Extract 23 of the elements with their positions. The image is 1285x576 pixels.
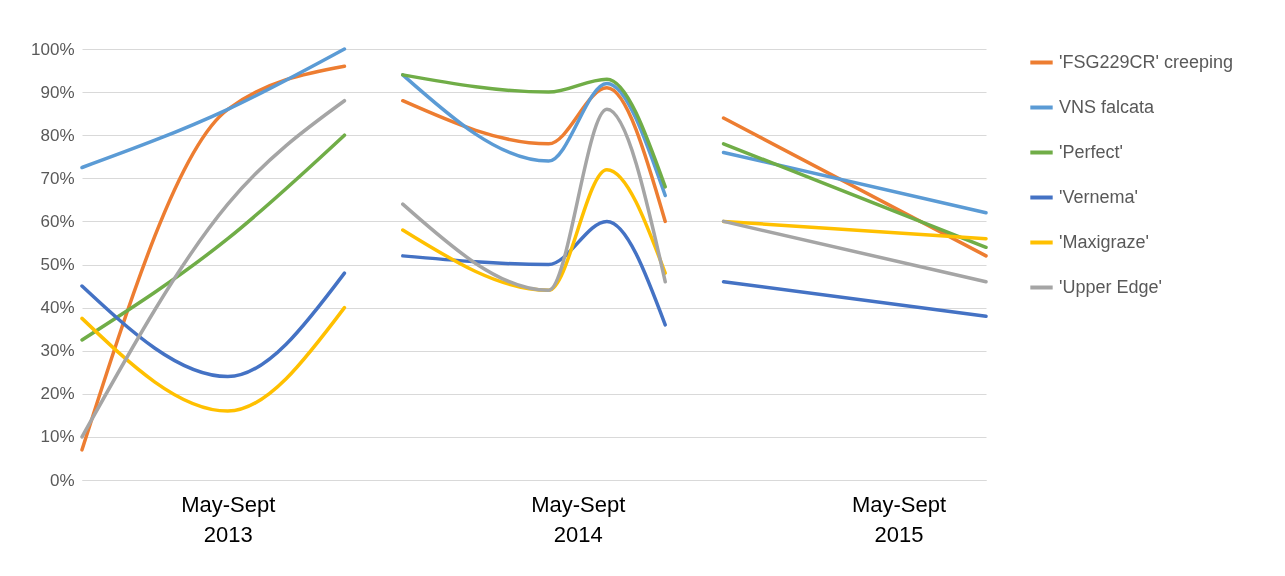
legend-label: 'Upper Edge' [1059, 276, 1162, 297]
y-tick-label: 60% [40, 211, 75, 231]
y-tick-label: 30% [40, 341, 75, 361]
x-tick-label: May-Sept 2014 [531, 491, 626, 547]
line-series [401, 219, 667, 327]
y-tick-label: 10% [40, 427, 75, 447]
x-tick-label: May-Sept 2013 [181, 491, 276, 547]
y-tick-label: 40% [40, 298, 75, 318]
legend-label: 'Vernema' [1059, 186, 1138, 207]
legend-label: 'Maxigraze' [1059, 231, 1149, 252]
y-tick-label: 0% [49, 470, 75, 490]
legend-label: 'Perfect' [1059, 141, 1123, 162]
y-tick-label: 70% [40, 168, 75, 188]
y-tick-label: 90% [40, 82, 75, 102]
y-tick-label: 20% [40, 384, 75, 404]
y-tick-label: 80% [40, 125, 75, 145]
legend-label: 'FSG229CR' creeping [1059, 51, 1233, 72]
x-tick-label: May-Sept 2015 [851, 491, 947, 547]
line-series [401, 86, 667, 224]
line-series [401, 107, 667, 293]
legend-label: VNS falcata [1059, 96, 1156, 117]
y-tick-label: 50% [40, 255, 75, 274]
y-tick-label: 100% [31, 39, 75, 59]
